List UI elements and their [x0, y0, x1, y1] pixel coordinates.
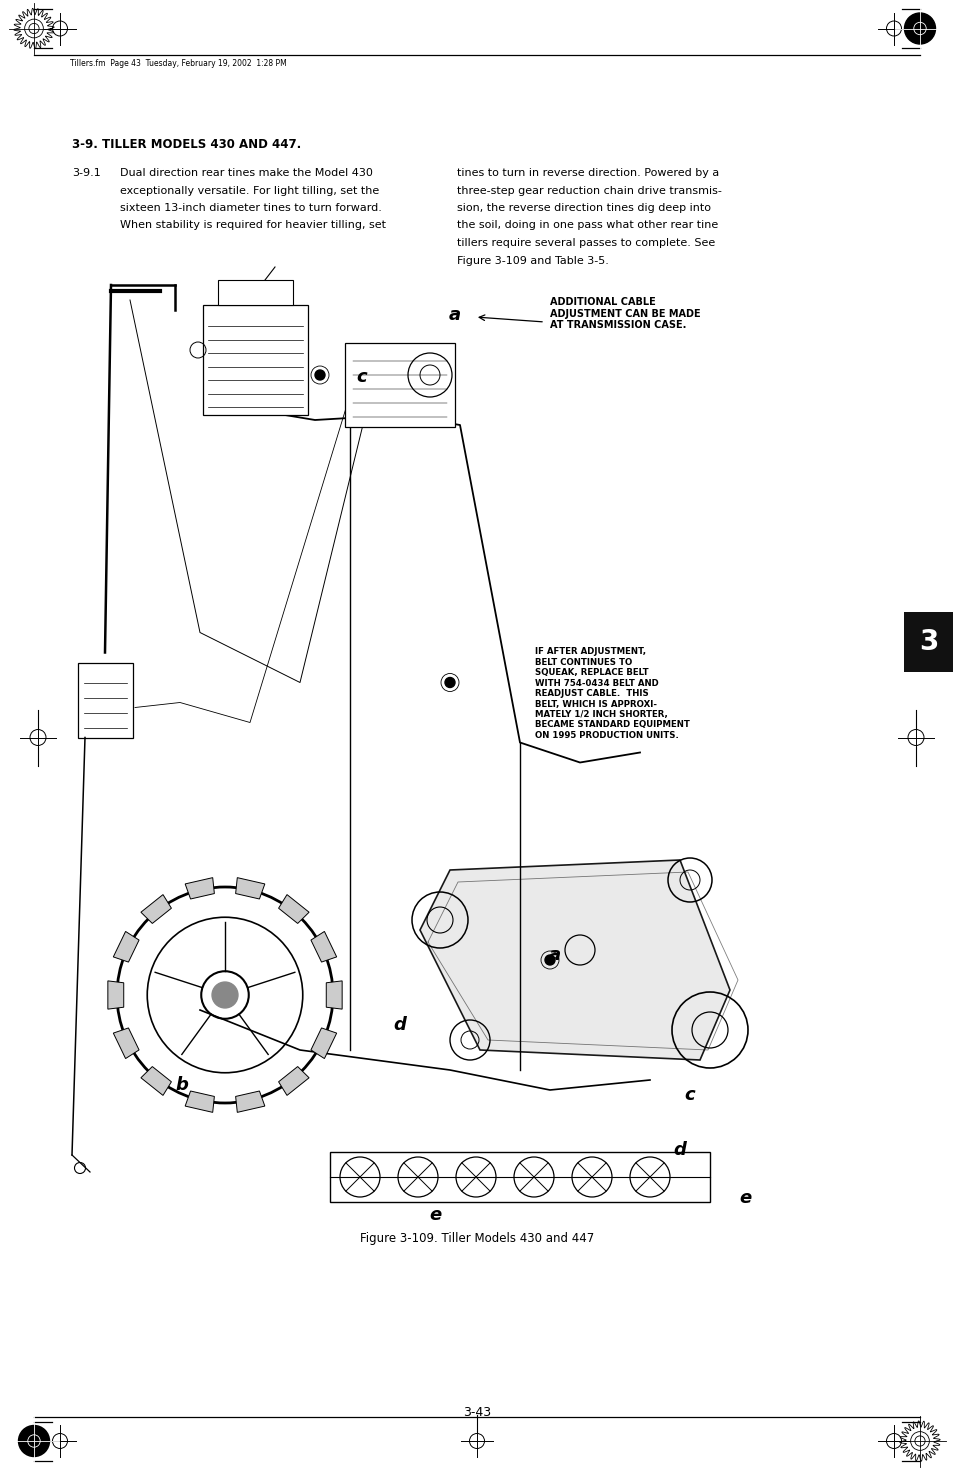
- Text: Dual direction rear tines make the Model 430: Dual direction rear tines make the Model…: [120, 168, 373, 178]
- Polygon shape: [235, 878, 265, 898]
- Circle shape: [18, 1425, 50, 1456]
- Text: b: b: [175, 1075, 189, 1094]
- Text: 3-9. TILLER MODELS 430 AND 447.: 3-9. TILLER MODELS 430 AND 447.: [71, 139, 301, 150]
- Circle shape: [212, 982, 237, 1007]
- Text: exceptionally versatile. For light tilling, set the: exceptionally versatile. For light tilli…: [120, 186, 379, 196]
- Text: e: e: [429, 1207, 440, 1224]
- Text: ADDITIONAL CABLE
ADJUSTMENT CAN BE MADE
AT TRANSMISSION CASE.: ADDITIONAL CABLE ADJUSTMENT CAN BE MADE …: [550, 296, 700, 330]
- Text: c: c: [684, 1086, 695, 1103]
- Text: d: d: [394, 1016, 406, 1034]
- Polygon shape: [185, 1092, 214, 1112]
- Text: c: c: [356, 367, 367, 386]
- Text: IF AFTER ADJUSTMENT,
BELT CONTINUES TO
SQUEAK, REPLACE BELT
WITH 754-0434 BELT A: IF AFTER ADJUSTMENT, BELT CONTINUES TO S…: [535, 648, 689, 739]
- Bar: [203, 305, 308, 414]
- Text: e: e: [739, 1189, 750, 1207]
- Polygon shape: [278, 895, 309, 923]
- Text: 3-9.1: 3-9.1: [71, 168, 101, 178]
- Text: sion, the reverse direction tines dig deep into: sion, the reverse direction tines dig de…: [456, 204, 711, 212]
- Polygon shape: [235, 1092, 265, 1112]
- Circle shape: [903, 13, 935, 44]
- Text: sixteen 13-inch diameter tines to turn forward.: sixteen 13-inch diameter tines to turn f…: [120, 204, 381, 212]
- Polygon shape: [419, 860, 729, 1061]
- Text: 3: 3: [919, 628, 938, 655]
- Text: a: a: [449, 305, 460, 324]
- Text: a: a: [548, 945, 560, 965]
- Text: Figure 3-109. Tiller Models 430 and 447: Figure 3-109. Tiller Models 430 and 447: [359, 1232, 594, 1245]
- Circle shape: [544, 954, 555, 965]
- Polygon shape: [326, 981, 342, 1009]
- Polygon shape: [311, 1028, 336, 1059]
- Text: Tillers.fm  Page 43  Tuesday, February 19, 2002  1:28 PM: Tillers.fm Page 43 Tuesday, February 19,…: [70, 59, 287, 68]
- Text: three-step gear reduction chain drive transmis-: three-step gear reduction chain drive tr…: [456, 186, 721, 196]
- Polygon shape: [311, 931, 336, 962]
- Polygon shape: [278, 1066, 309, 1096]
- Bar: [218, 280, 293, 305]
- Circle shape: [314, 370, 325, 381]
- Bar: [345, 344, 455, 426]
- Text: 3-43: 3-43: [462, 1407, 491, 1419]
- Polygon shape: [185, 878, 214, 898]
- Polygon shape: [108, 981, 124, 1009]
- Bar: [903, 612, 953, 671]
- Polygon shape: [141, 1066, 172, 1096]
- Text: tillers require several passes to complete. See: tillers require several passes to comple…: [456, 237, 715, 248]
- Polygon shape: [113, 1028, 139, 1059]
- Text: When stability is required for heavier tilling, set: When stability is required for heavier t…: [120, 220, 386, 230]
- Text: d: d: [673, 1142, 686, 1159]
- Text: Figure 3-109 and Table 3-5.: Figure 3-109 and Table 3-5.: [456, 255, 609, 266]
- Text: tines to turn in reverse direction. Powered by a: tines to turn in reverse direction. Powe…: [456, 168, 719, 178]
- Polygon shape: [113, 931, 139, 962]
- Circle shape: [444, 677, 455, 687]
- Bar: [330, 1152, 709, 1202]
- Text: the soil, doing in one pass what other rear tine: the soil, doing in one pass what other r…: [456, 220, 718, 230]
- Polygon shape: [141, 895, 172, 923]
- Bar: [78, 662, 132, 738]
